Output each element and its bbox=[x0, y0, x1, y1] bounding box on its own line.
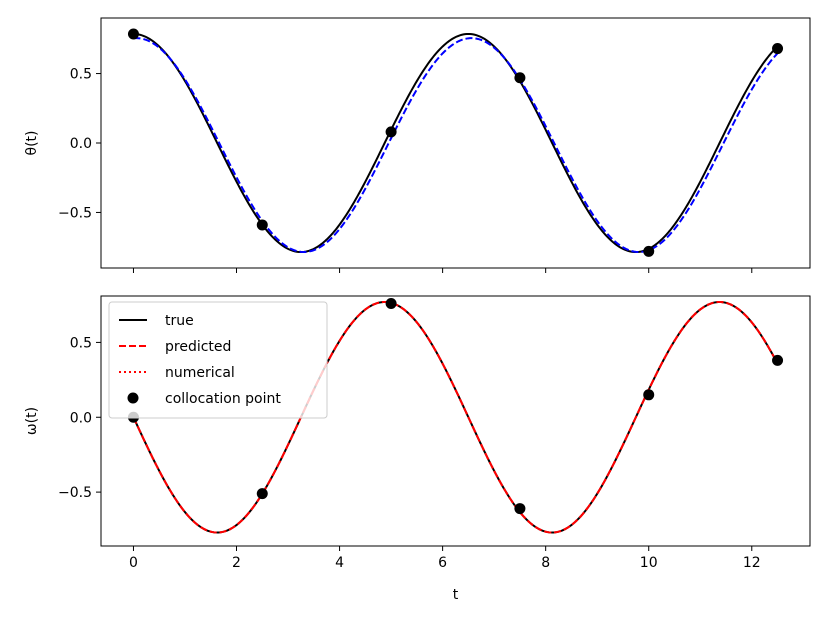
x-tick-label: 0 bbox=[129, 555, 138, 571]
collocation-point bbox=[127, 28, 139, 40]
legend-label: predicted bbox=[165, 339, 231, 355]
collocation-point bbox=[643, 245, 655, 257]
axes-frame bbox=[100, 295, 811, 547]
x-tick-label: 4 bbox=[335, 555, 344, 571]
legend-marker bbox=[127, 392, 139, 404]
series-group bbox=[133, 32, 779, 254]
y-tick-label: −0.5 bbox=[58, 485, 92, 501]
x-tick-label: 6 bbox=[438, 555, 447, 571]
omega-panel: 0 2 4 6 8 10 12 0.5 0.0 −0.5 ω(t) t true predicted num… bbox=[24, 295, 811, 603]
x-tick-label: 12 bbox=[743, 555, 761, 571]
collocation-point bbox=[256, 488, 268, 500]
y-tick-label: 0.0 bbox=[70, 410, 92, 426]
y-tick-label: 0.5 bbox=[70, 67, 92, 83]
collocation-point bbox=[772, 354, 784, 366]
series-group bbox=[132, 300, 779, 534]
collocation-point bbox=[385, 297, 397, 309]
y-tick-label: −0.5 bbox=[58, 205, 92, 221]
axes-frame bbox=[100, 17, 811, 269]
legend-label: true bbox=[165, 313, 194, 329]
series-line-predicted bbox=[132, 300, 779, 534]
y-axis-label: θ(t) bbox=[24, 131, 40, 156]
x-tick-label: 2 bbox=[232, 555, 241, 571]
x-tick-label: 8 bbox=[541, 555, 550, 571]
x-tick-label: 10 bbox=[640, 555, 658, 571]
legend-label: collocation point bbox=[165, 391, 281, 407]
y-tick-label: 0.5 bbox=[70, 335, 92, 351]
legend: true predicted numerical collocation point bbox=[108, 301, 328, 419]
series-line-curve-0 bbox=[133, 32, 779, 254]
collocation-point bbox=[256, 219, 268, 231]
y-tick-label: 0.0 bbox=[70, 136, 92, 152]
collocation-point bbox=[772, 43, 784, 55]
collocation-point bbox=[385, 126, 397, 138]
theta-panel: 0.5 0.0 −0.5 θ(t) bbox=[24, 17, 811, 273]
collocation-point bbox=[643, 389, 655, 401]
collocation-point bbox=[514, 72, 526, 84]
series-line-curve-1 bbox=[133, 37, 779, 254]
legend-label: numerical bbox=[165, 365, 235, 381]
x-axis-label: t bbox=[453, 587, 459, 603]
collocation-point bbox=[514, 503, 526, 515]
y-axis-label: ω(t) bbox=[24, 407, 40, 435]
legend-box bbox=[108, 301, 328, 419]
